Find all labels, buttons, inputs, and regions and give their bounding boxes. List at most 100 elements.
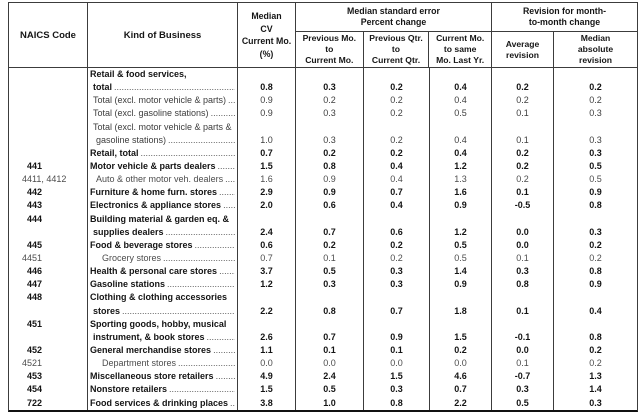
se-prev-qtr-value: 0.7 [364, 304, 430, 318]
leader-dots [207, 331, 235, 344]
median-cv-value: 0.9 [238, 107, 296, 121]
median-cv-value: 1.5 [238, 159, 296, 174]
avg-revision-value [492, 291, 554, 305]
table-row: 442 Furniture & home furn. stores 2.9 0.… [9, 186, 637, 200]
leader-dots [213, 344, 235, 357]
naics-code-cell: 444 [9, 212, 88, 226]
leader-dots [228, 94, 235, 107]
kind-of-business-cell: Total (excl. gasoline stations) [88, 107, 238, 121]
naics-code-cell: 451 [9, 317, 88, 331]
median-cv-value: 1.5 [238, 383, 296, 397]
median-abs-revision-value: 0.9 [589, 279, 602, 290]
median-cv-value: 0.6 [238, 238, 296, 252]
avg-revision-value: 0.2 [492, 81, 554, 95]
column-header-naics-code: NAICS Code [9, 3, 88, 67]
leader-dots [219, 265, 235, 278]
se-last-yr-value: 1.6 [430, 186, 492, 200]
avg-revision-value: 0.1 [492, 304, 554, 318]
avg-revision-value [492, 68, 554, 82]
business-label: Building material & garden eq. & [90, 213, 230, 224]
avg-revision-value: 0.2 [492, 173, 554, 187]
naics-code-cell [9, 107, 88, 121]
naics-code-cell [9, 330, 88, 344]
column-header-kind-of-business: Kind of Business [88, 3, 238, 67]
median-cv-value: 0.7 [238, 251, 296, 266]
median-abs-revision-value [554, 318, 637, 331]
table-row: 4521 Department stores 0.0 0.0 0.0 0.0 0… [9, 357, 637, 371]
naics-code-cell: 446 [9, 265, 88, 279]
se-last-yr-value: 0.4 [430, 133, 492, 147]
se-prev-mo-value [296, 68, 364, 82]
business-label: instrument, & book stores [93, 331, 205, 342]
kind-of-business-cell: Total (excl. motor vehicle & parts & [88, 120, 238, 134]
se-prev-qtr-value: 0.2 [364, 107, 430, 121]
se-prev-qtr-value: 0.8 [364, 396, 430, 410]
se-prev-mo-value: 0.9 [296, 173, 364, 187]
se-prev-qtr-value: 0.6 [364, 225, 430, 239]
avg-revision-value: 0.3 [492, 383, 554, 397]
avg-revision-value: 0.0 [492, 225, 554, 239]
se-prev-qtr-value: 0.2 [364, 133, 430, 147]
naics-code-cell: 454 [9, 383, 88, 397]
table-header: NAICS Code Kind of Business Median CV Cu… [9, 3, 637, 68]
leader-dots [168, 134, 235, 147]
se-prev-mo-value: 0.3 [296, 107, 364, 121]
business-label: Total (excl. motor vehicle & parts & [93, 121, 232, 132]
avg-revision-value [492, 212, 554, 226]
reliability-statistics-table: NAICS Code Kind of Business Median CV Cu… [8, 2, 638, 412]
business-label: Total (excl. motor vehicle & parts) [93, 95, 227, 106]
se-prev-qtr-value: 0.2 [364, 238, 430, 252]
group-header-revision: Revision for month- to-month change Aver… [492, 3, 637, 67]
naics-code-cell: 448 [9, 291, 88, 305]
kind-of-business-cell: Electronics & appliance stores [88, 199, 238, 213]
se-prev-mo-value: 0.0 [296, 357, 364, 371]
se-prev-mo-value: 0.7 [296, 330, 364, 344]
kind-of-business-cell: Clothing & clothing accessories [88, 291, 238, 305]
se-prev-qtr-value [364, 317, 430, 331]
naics-code-cell [9, 120, 88, 134]
leader-dots [178, 357, 235, 370]
median-cv-value: 0.0 [238, 357, 296, 371]
naics-code-cell: 4451 [9, 251, 88, 266]
median-cv-value: 1.6 [238, 173, 296, 187]
naics-code: 447 [27, 279, 43, 290]
business-label: supplies dealers [93, 226, 164, 237]
column-header-median-cv: Median CV Current Mo. (%) [238, 3, 296, 67]
se-last-yr-value: 0.5 [430, 107, 492, 121]
median-abs-revision-value: 0.5 [589, 160, 602, 171]
naics-code: 442 [27, 187, 43, 198]
business-label: Nonstore retailers [90, 384, 168, 395]
avg-revision-value: 0.0 [492, 238, 554, 252]
leader-dots [122, 305, 235, 318]
median-cv-value: 0.8 [238, 81, 296, 95]
se-prev-qtr-value: 0.2 [364, 81, 430, 95]
median-abs-revision-value: 1.4 [589, 384, 602, 395]
table-row: Retail & food services, [9, 68, 637, 82]
se-prev-mo-value: 2.4 [296, 370, 364, 384]
business-label: gasoline stations) [96, 134, 167, 145]
kind-of-business-cell: Health & personal care stores [88, 265, 238, 279]
se-prev-qtr-value [364, 212, 430, 226]
median-abs-revision-value: 0.2 [589, 95, 602, 106]
median-cv-line-1: Median [251, 11, 282, 21]
avg-revision-value: 0.5 [492, 396, 554, 410]
se-prev-qtr-value: 0.2 [364, 94, 430, 108]
median-abs-revision-value: 0.2 [589, 252, 602, 263]
se-last-yr-value: 0.9 [430, 199, 492, 213]
kind-of-business-cell: Total (excl. motor vehicle & parts) [88, 94, 238, 108]
se-prev-qtr-value [364, 291, 430, 305]
naics-code-cell: 452 [9, 343, 88, 358]
se-prev-mo-value: 0.1 [296, 343, 364, 358]
leader-dots [218, 160, 235, 173]
business-label: General merchandise stores [90, 344, 212, 355]
se-last-yr-value: 0.5 [430, 251, 492, 266]
median-abs-revision-value: 0.3 [589, 134, 602, 145]
business-label: stores [93, 305, 121, 316]
table-row: stores 2.2 0.8 0.7 1.8 0.1 0.4 [9, 304, 637, 318]
naics-code: 446 [27, 266, 43, 277]
se-prev-qtr-value: 0.4 [364, 173, 430, 187]
kind-of-business-cell: gasoline stations) [88, 133, 238, 147]
table-row: 4451 Grocery stores 0.7 0.1 0.2 0.5 0.1 … [9, 251, 637, 266]
table-row: 451 Sporting goods, hobby, musical [9, 317, 637, 331]
se-last-yr-value: 1.8 [430, 304, 492, 318]
